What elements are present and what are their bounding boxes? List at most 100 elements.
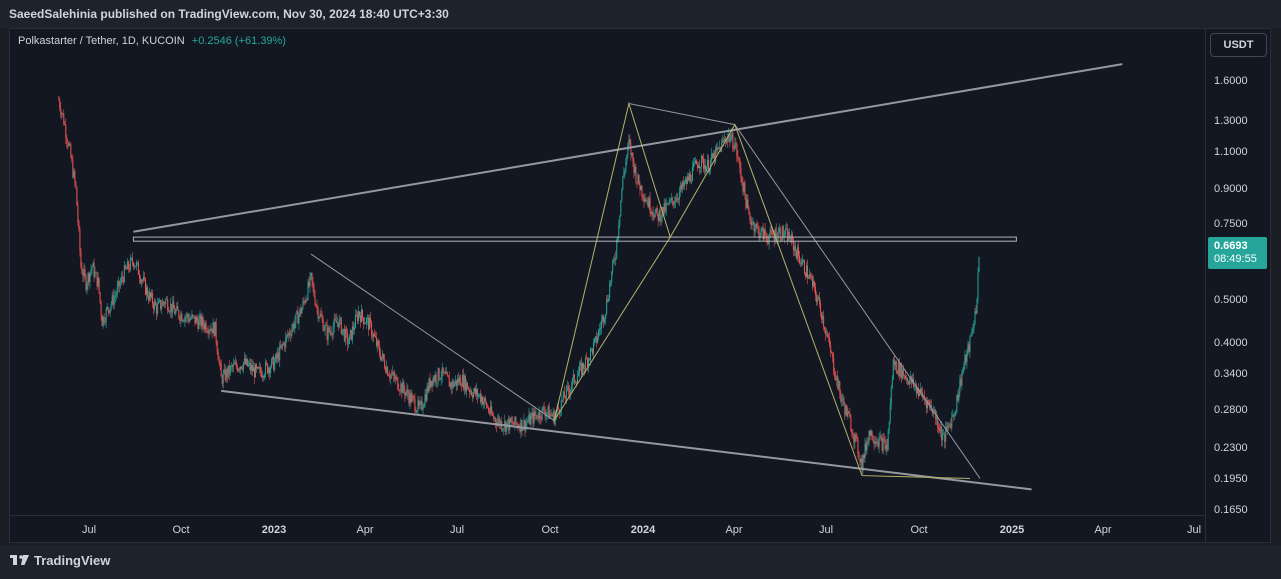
- candle-body: [160, 300, 162, 309]
- candle-body: [164, 302, 166, 305]
- candle-body: [653, 215, 655, 218]
- candle-body: [200, 315, 202, 327]
- candle-body: [441, 367, 443, 377]
- candle-body: [596, 336, 598, 343]
- candle-body: [424, 394, 426, 405]
- candle-body: [719, 146, 721, 149]
- candle-body: [396, 377, 398, 378]
- candle-body: [163, 301, 165, 303]
- candle-body: [109, 307, 111, 313]
- tradingview-icon: [10, 554, 29, 565]
- candle-body: [866, 442, 868, 451]
- price-chart[interactable]: [10, 29, 1205, 515]
- candle-body: [622, 176, 624, 190]
- candle-body: [647, 201, 649, 208]
- candle-body: [234, 362, 236, 365]
- descending-trendline[interactable]: [310, 253, 555, 421]
- candle-body: [810, 274, 812, 277]
- candle-body: [341, 329, 343, 334]
- time-tick: Apr: [725, 524, 743, 536]
- candle-body: [805, 265, 807, 278]
- candle-body: [119, 282, 121, 287]
- candle-body: [663, 202, 665, 215]
- tradingview-logo[interactable]: TradingView: [10, 553, 110, 568]
- candle-body: [115, 294, 117, 296]
- candle-body: [620, 200, 622, 216]
- candle-body: [273, 356, 275, 370]
- candle-body: [613, 259, 615, 262]
- candle-body: [903, 375, 905, 377]
- upper-trendline[interactable]: [133, 63, 1123, 233]
- candle-body: [364, 323, 366, 324]
- publish-bar: [0, 0, 1281, 28]
- candle-body: [639, 184, 641, 191]
- candle-body: [814, 281, 816, 287]
- candle-body: [112, 294, 114, 305]
- candle-body: [908, 379, 910, 385]
- candle-body: [566, 386, 568, 387]
- candle-body: [319, 313, 321, 318]
- candle-body: [264, 374, 266, 378]
- candle-body: [965, 354, 967, 363]
- candle-body: [763, 229, 765, 240]
- candle-body: [422, 407, 424, 410]
- candle-body: [192, 314, 194, 316]
- zigzag-pattern[interactable]: [553, 101, 970, 479]
- candle-body: [144, 277, 146, 279]
- candle-body: [775, 229, 777, 242]
- candle-body: [715, 147, 717, 162]
- candle-body: [855, 434, 857, 436]
- price-tick: 0.5000: [1214, 294, 1248, 306]
- candle-body: [90, 269, 92, 273]
- candle-body: [261, 371, 263, 378]
- candle-body: [338, 318, 340, 328]
- time-tick: Oct: [172, 524, 190, 536]
- candle-body: [900, 363, 902, 379]
- candle-body: [472, 392, 474, 398]
- candle-body: [87, 273, 89, 285]
- candle-body: [967, 344, 969, 351]
- candle-body: [161, 306, 163, 309]
- candle-body: [770, 229, 772, 231]
- candle-body: [685, 178, 687, 184]
- candle-body: [623, 173, 625, 177]
- candle-body: [538, 411, 540, 420]
- candle-body: [904, 375, 906, 379]
- candle-body: [209, 330, 211, 331]
- candle-body: [490, 406, 492, 414]
- candle-body: [788, 231, 790, 239]
- candle-body: [272, 356, 274, 360]
- pattern-connector[interactable]: [553, 236, 671, 421]
- candle-body: [377, 340, 379, 346]
- candle-body: [348, 334, 350, 344]
- candle-body: [674, 202, 676, 203]
- candle-body: [806, 265, 808, 279]
- candle-body: [83, 269, 85, 277]
- candle-body: [857, 439, 859, 454]
- candle-body: [811, 276, 813, 278]
- candle-body: [582, 363, 584, 369]
- candle-body: [730, 138, 732, 143]
- candle-body: [602, 315, 604, 321]
- lower-trendline[interactable]: [221, 389, 1032, 491]
- candle-body: [393, 371, 395, 376]
- candle-body: [553, 411, 555, 425]
- candle-body: [423, 404, 425, 408]
- candle-body: [344, 329, 346, 341]
- candle-body: [712, 153, 714, 159]
- currency-button[interactable]: USDT: [1210, 33, 1267, 57]
- descending-trendline[interactable]: [734, 124, 981, 479]
- candle-body: [666, 203, 668, 205]
- candle-body: [124, 265, 126, 269]
- candle-body: [803, 260, 805, 274]
- candle-body: [714, 152, 716, 162]
- candle-body: [379, 345, 381, 355]
- candle-body: [418, 400, 420, 406]
- resistance-zone[interactable]: [132, 236, 1017, 242]
- candle-body: [382, 353, 384, 357]
- candle-body: [846, 405, 848, 417]
- candle-body: [696, 164, 698, 169]
- pattern-connector[interactable]: [628, 103, 735, 126]
- candle-body: [280, 345, 282, 348]
- candle-body: [659, 210, 661, 222]
